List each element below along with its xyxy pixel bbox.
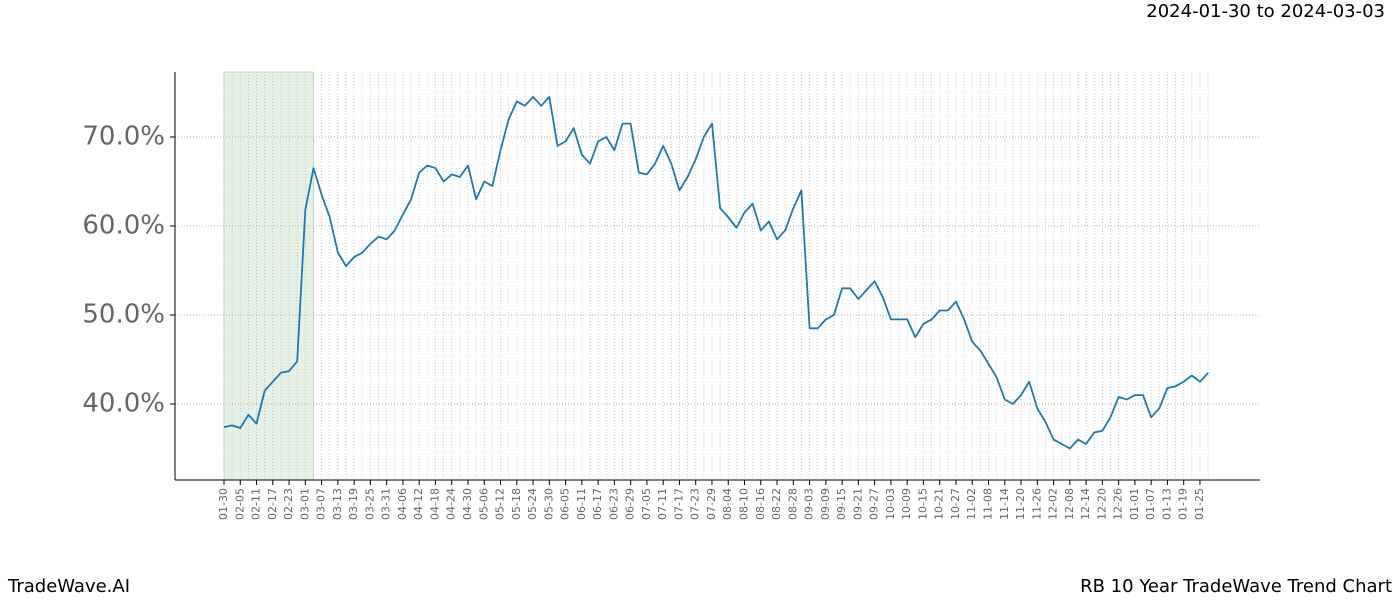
x-tick-label: 07-11 (656, 488, 669, 520)
x-tick-label: 01-30 (217, 488, 230, 520)
x-tick-label: 09-21 (851, 488, 864, 520)
x-tick-label: 10-03 (884, 488, 897, 520)
x-tick-label: 03-25 (363, 488, 376, 520)
x-tick-label: 03-13 (331, 488, 344, 520)
x-tick-label: 01-01 (1128, 488, 1141, 520)
x-tick-label: 12-02 (1047, 488, 1060, 520)
x-tick-label: 05-18 (510, 488, 523, 520)
x-tick-label: 05-24 (526, 488, 539, 520)
x-tick-label: 12-14 (1079, 488, 1092, 520)
x-tick-label: 10-21 (933, 488, 946, 520)
x-tick-label: 11-02 (965, 488, 978, 520)
x-tick-label: 10-09 (900, 488, 913, 520)
x-tick-label: 03-07 (315, 488, 328, 520)
data-line (223, 96, 1209, 450)
x-tick-label: 05-12 (494, 488, 507, 520)
x-tick-label: 01-07 (1144, 488, 1157, 520)
x-tick-label: 11-20 (1014, 488, 1027, 520)
x-tick-label: 07-23 (689, 488, 702, 520)
x-tick-label: 12-26 (1112, 488, 1125, 520)
x-tick-label: 03-01 (298, 488, 311, 520)
x-tick-label: 01-13 (1160, 488, 1173, 520)
x-tick-label: 12-20 (1095, 488, 1108, 520)
x-tick-label: 11-08 (982, 488, 995, 520)
footer-left: TradeWave.AI (7, 576, 130, 597)
footer-right: RB 10 Year TradeWave Trend Chart (1080, 576, 1392, 597)
x-tick-label: 06-17 (591, 488, 604, 520)
x-tick-label: 02-23 (282, 488, 295, 520)
x-tick-label: 04-18 (428, 488, 441, 520)
x-tick-label: 06-11 (575, 488, 588, 520)
x-tick-label: 04-24 (445, 488, 458, 520)
x-tick-label: 03-31 (380, 488, 393, 520)
subtitle: 2024-01-30 to 2024-03-03 (1146, 1, 1385, 22)
x-tick-label: 09-27 (868, 488, 881, 520)
x-tick-label: 04-06 (396, 488, 409, 520)
y-tick-label: 40.0% (82, 388, 165, 418)
x-tick-label: 08-22 (770, 488, 783, 520)
x-tick-label: 05-06 (477, 488, 490, 520)
x-tick-label: 04-30 (461, 488, 474, 520)
x-tick-label: 08-28 (786, 488, 799, 520)
x-tick-label: 11-14 (998, 488, 1011, 520)
x-tick-label: 02-17 (266, 488, 279, 520)
x-tick-label: 11-26 (1030, 488, 1043, 520)
x-tick-label: 09-09 (819, 488, 832, 520)
x-tick-label: 06-23 (607, 488, 620, 520)
highlight-span (223, 71, 314, 481)
x-tick-label: 02-11 (250, 488, 263, 520)
x-tick-label: 05-30 (542, 488, 555, 520)
x-tick-label: 06-05 (559, 488, 572, 520)
x-tick-label: 07-29 (705, 488, 718, 520)
x-tick-label: 07-17 (672, 488, 685, 520)
x-tick-label: 10-15 (916, 488, 929, 520)
x-tick-label: 08-10 (738, 488, 751, 520)
x-tick-label: 07-05 (640, 488, 653, 520)
x-tick-label: 01-19 (1177, 488, 1190, 520)
x-tick-label: 09-03 (803, 488, 816, 520)
x-tick-label: 12-08 (1063, 488, 1076, 520)
x-tick-label: 01-25 (1193, 488, 1206, 520)
y-tick-label: 70.0% (82, 121, 165, 151)
x-tick-label: 06-29 (624, 488, 637, 520)
x-tick-label: 02-05 (233, 488, 246, 520)
x-tick-label: 09-15 (835, 488, 848, 520)
y-tick-label: 60.0% (82, 210, 165, 240)
x-tick-label: 08-16 (754, 488, 767, 520)
x-tick-label: 08-04 (721, 488, 734, 520)
x-tick-label: 10-27 (949, 488, 962, 520)
x-tick-label: 03-19 (347, 488, 360, 520)
y-tick-label: 50.0% (82, 299, 165, 329)
x-tick-label: 04-12 (412, 488, 425, 520)
